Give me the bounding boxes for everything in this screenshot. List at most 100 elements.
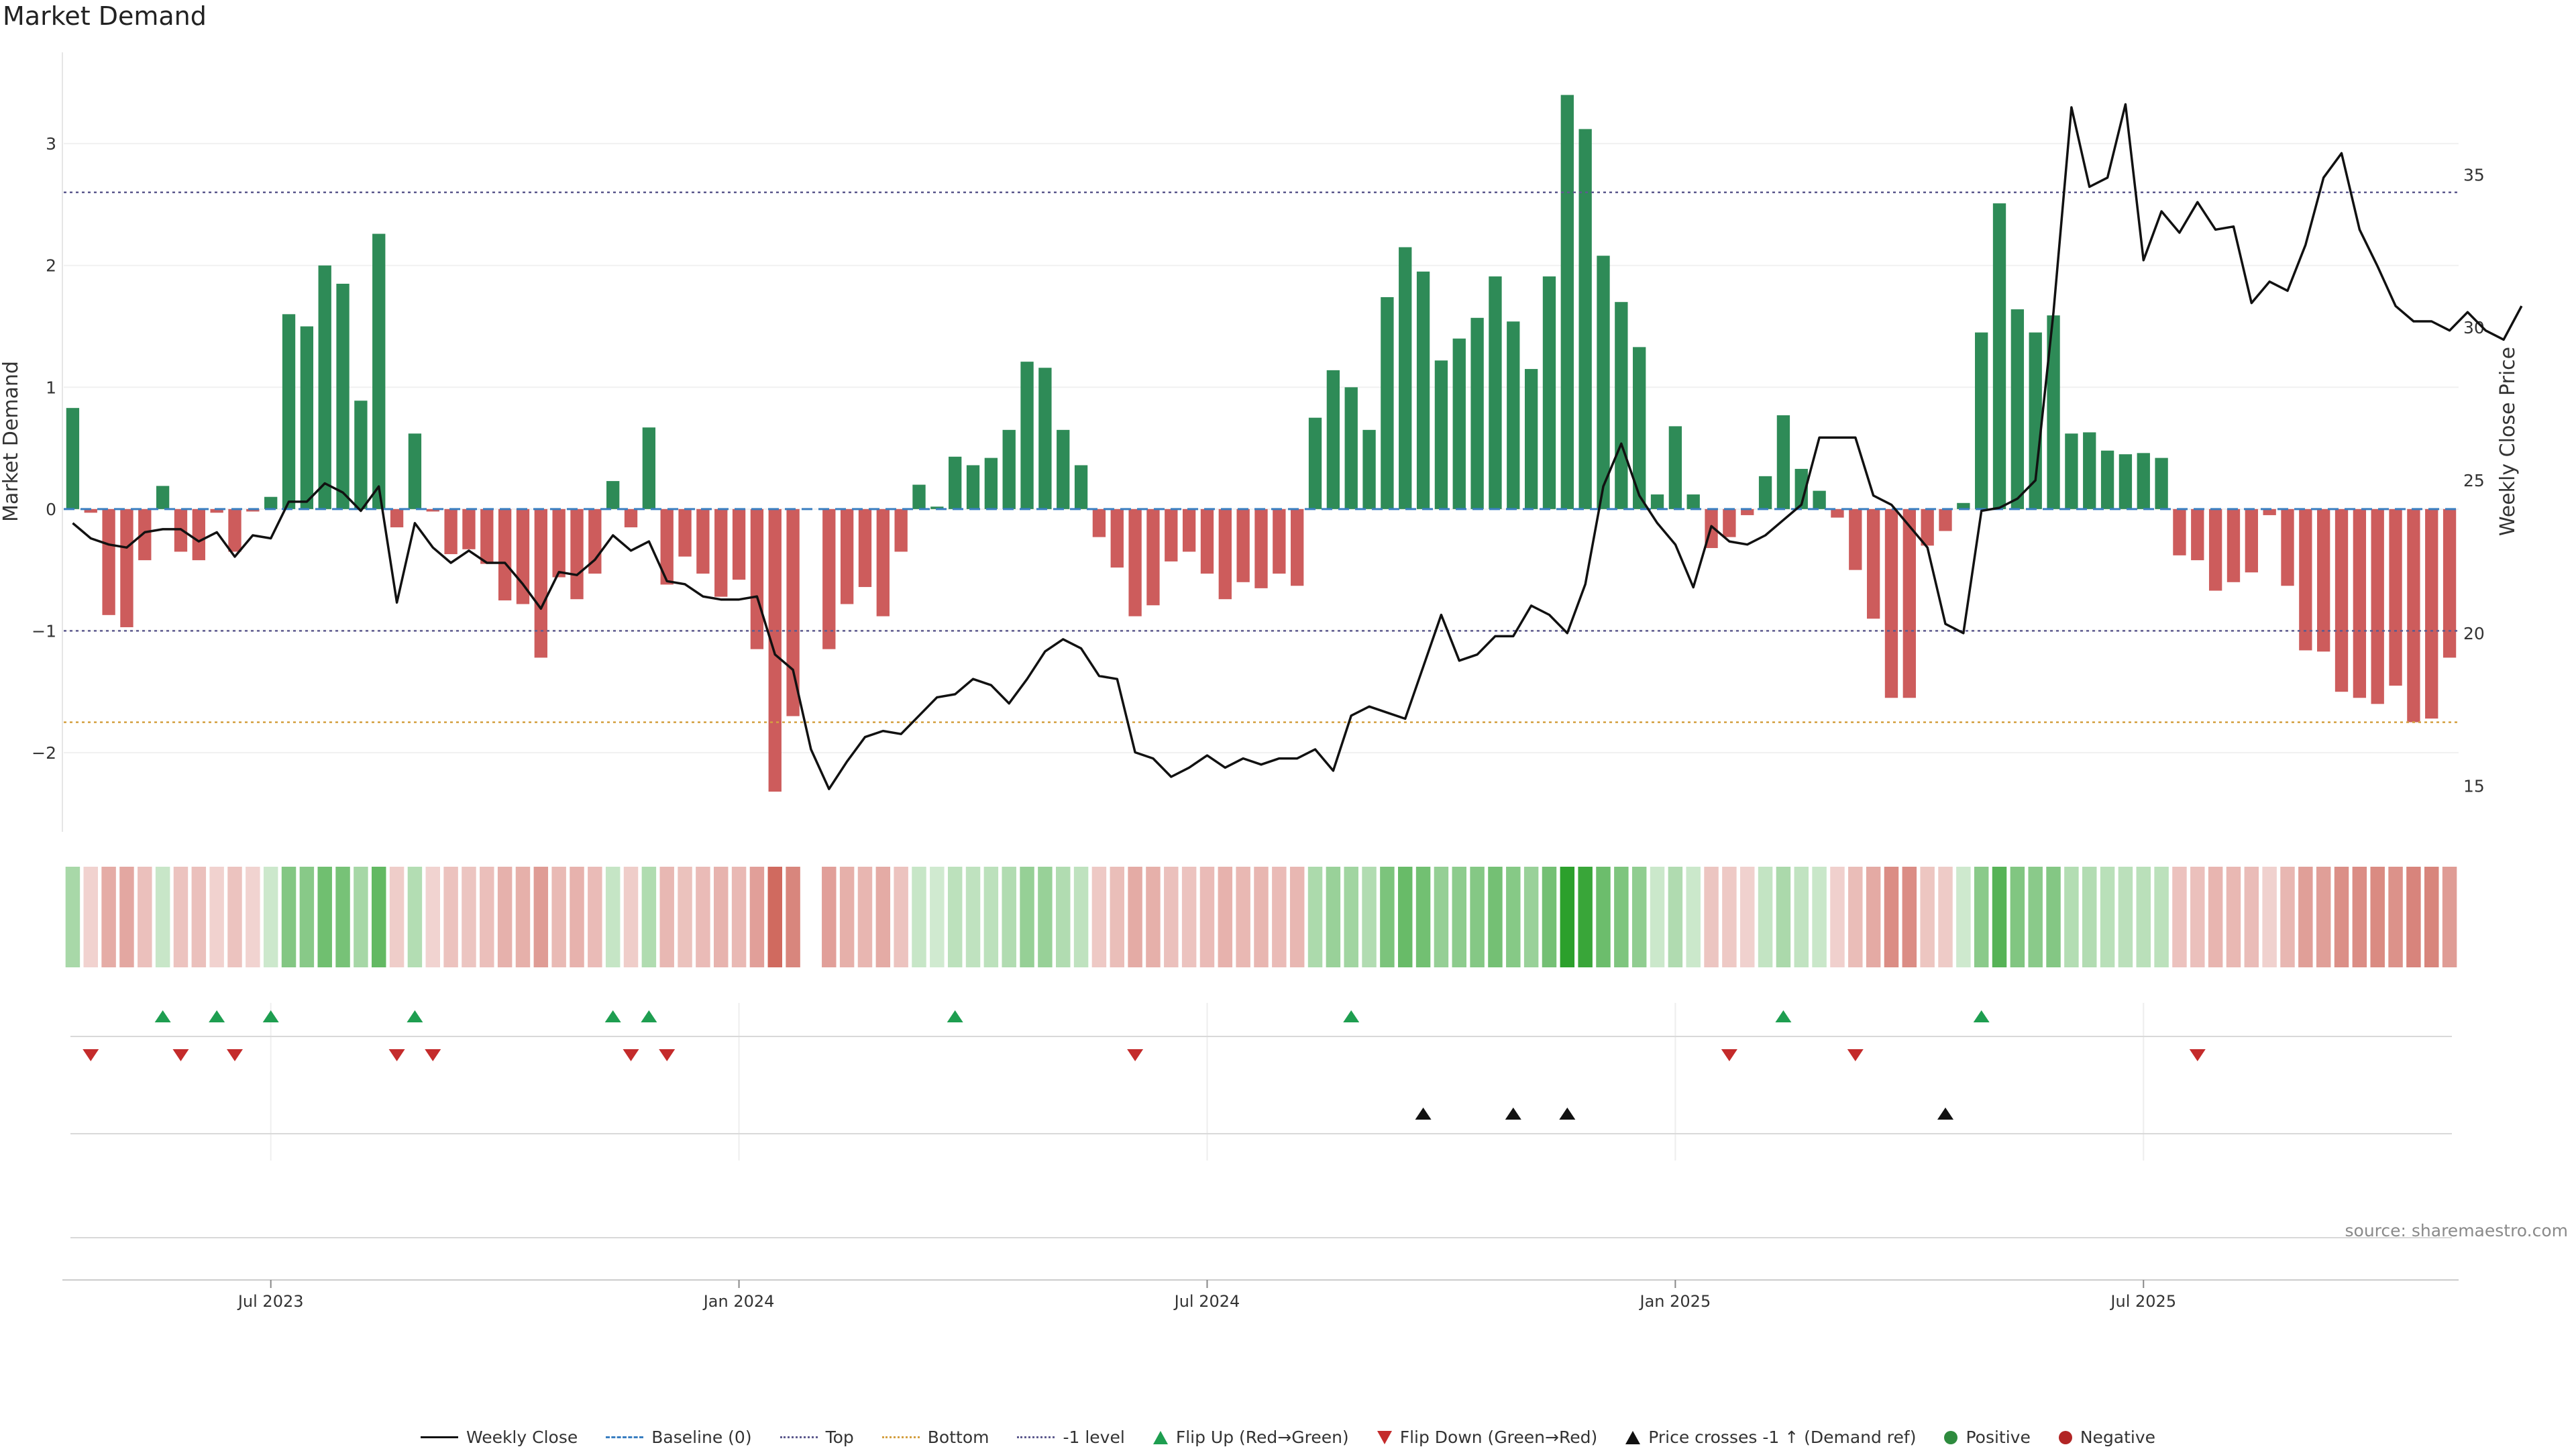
- heat-cell: [1686, 867, 1701, 967]
- demand-bar: [372, 233, 386, 509]
- demand-bar: [1489, 276, 1502, 509]
- demand-bar: [2208, 508, 2222, 591]
- y-tick-label: −1: [32, 621, 56, 641]
- demand-bar: [2353, 508, 2367, 698]
- demand-bar: [1507, 321, 1520, 509]
- heat-cell: [1902, 867, 1917, 967]
- heat-cell: [1146, 867, 1161, 967]
- heat-cell: [1938, 867, 1953, 967]
- demand-bar: [696, 508, 710, 574]
- demand-bar: [1110, 508, 1124, 568]
- legend: Weekly Close Baseline (0) Top Bottom -1 …: [0, 1428, 2576, 1447]
- flip-down-marker: [623, 1049, 639, 1061]
- flip-up-marker: [1343, 1010, 1360, 1022]
- heat-cell: [138, 867, 152, 967]
- heat-cell: [2046, 867, 2061, 967]
- demand-bar: [102, 508, 115, 615]
- demand-bar: [408, 433, 422, 509]
- demand-bar: [2083, 432, 2096, 509]
- y-tick-label: −2: [32, 743, 56, 763]
- heat-cell: [1020, 867, 1034, 967]
- heat-cell: [2262, 867, 2277, 967]
- heat-cell: [696, 867, 710, 967]
- heat-cell: [462, 867, 476, 967]
- demand-bar: [912, 484, 926, 509]
- demand-bar: [120, 508, 133, 627]
- demand-bar: [1939, 508, 1952, 531]
- y2-tick-label: 20: [2463, 624, 2485, 643]
- heat-cell: [1272, 867, 1287, 967]
- demand-bar: [1381, 297, 1394, 509]
- heat-cell: [480, 867, 494, 967]
- demand-bar: [1002, 429, 1016, 509]
- source-note: source: sharemaestro.com: [2345, 1221, 2569, 1240]
- demand-bar: [949, 456, 962, 509]
- demand-bar: [192, 508, 205, 561]
- demand-bar: [1470, 317, 1484, 509]
- flip-up-marker: [947, 1010, 963, 1022]
- heat-cell: [1650, 867, 1665, 967]
- demand-bar: [1057, 429, 1070, 509]
- demand-bar: [1686, 494, 1700, 509]
- demand-bar: [1741, 508, 1754, 515]
- demand-bar: [2173, 508, 2186, 555]
- legend-label: Weekly Close: [466, 1428, 578, 1447]
- heat-cell: [1380, 867, 1395, 967]
- heat-cell: [1920, 867, 1935, 967]
- heat-cell: [1073, 867, 1089, 967]
- demand-bar: [2317, 508, 2330, 652]
- triangle-up-icon: [1152, 1430, 1168, 1444]
- heat-cell: [372, 867, 386, 967]
- demand-bar: [2371, 508, 2384, 704]
- price-cross-marker: [1937, 1108, 1953, 1120]
- flip-up-marker: [154, 1010, 171, 1022]
- demand-bar: [678, 508, 692, 557]
- demand-bar: [1291, 508, 1304, 586]
- heat-cell: [1307, 867, 1323, 967]
- demand-bar: [1092, 508, 1106, 537]
- demand-bar: [138, 508, 152, 561]
- demand-bar: [894, 508, 908, 552]
- heat-cell: [209, 867, 224, 967]
- y2-tick-label: 30: [2463, 318, 2485, 337]
- legend-label: Bottom: [927, 1428, 989, 1447]
- demand-bar: [2191, 508, 2204, 561]
- legend-item-minus-one-level: -1 level: [1017, 1428, 1125, 1447]
- weekly-close-line: [72, 103, 2523, 790]
- demand-bar: [1849, 508, 1862, 570]
- heat-cell: [2424, 867, 2439, 967]
- heat-cell: [1128, 867, 1142, 967]
- heat-cell: [1560, 867, 1575, 967]
- demand-bar: [2443, 508, 2457, 658]
- demand-bar: [1218, 508, 1232, 600]
- flip-down-marker: [1721, 1049, 1737, 1061]
- legend-item-weekly-close: Weekly Close: [420, 1428, 578, 1447]
- demand-bar: [1434, 360, 1448, 509]
- demand-bar: [1236, 508, 1250, 582]
- heat-cell: [912, 867, 926, 967]
- demand-bar: [1794, 468, 1808, 509]
- flip-up-marker: [1973, 1010, 1990, 1022]
- heat-cell: [2352, 867, 2367, 967]
- heat-cell: [983, 867, 999, 967]
- heat-cell: [2082, 867, 2097, 967]
- demand-bar: [2389, 508, 2402, 686]
- legend-label: Price crosses -1 ↑ (Demand ref): [1648, 1428, 1917, 1447]
- heat-cell: [2298, 867, 2313, 967]
- demand-bar: [2281, 508, 2294, 586]
- heat-cell: [2280, 867, 2295, 967]
- y2-tick-label: 15: [2463, 777, 2485, 796]
- heat-cell: [1542, 867, 1557, 967]
- demand-bar: [750, 508, 764, 649]
- demand-bar: [1542, 276, 1556, 509]
- demand-bar: [984, 458, 998, 509]
- heat-cell: [407, 867, 423, 967]
- demand-bar: [876, 508, 890, 616]
- heat-cell: [1398, 867, 1413, 967]
- heat-cell: [1812, 867, 1827, 967]
- heat-cell: [947, 867, 963, 967]
- demand-bar: [2118, 454, 2133, 509]
- demand-bar: [642, 427, 656, 509]
- circle-icon: [2058, 1430, 2072, 1444]
- demand-bar: [1200, 508, 1214, 574]
